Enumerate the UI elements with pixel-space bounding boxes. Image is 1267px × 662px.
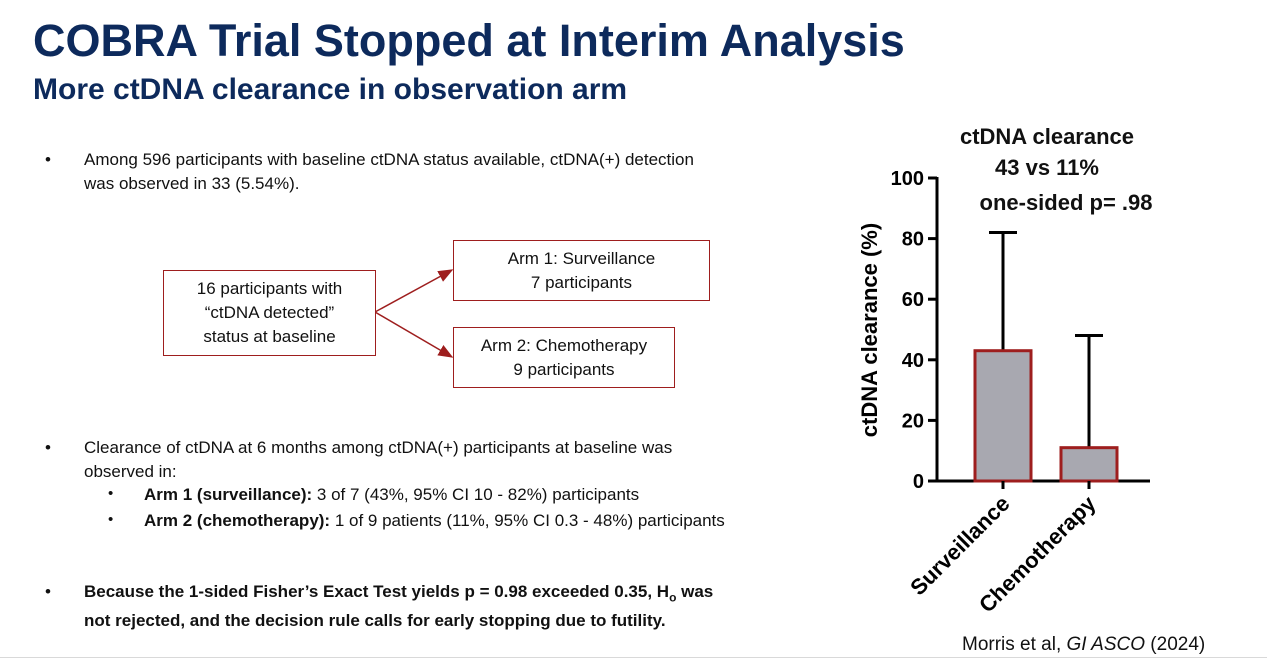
y-tick-label: 60 <box>902 289 924 311</box>
flow-arm2-line-2: 9 participants <box>513 359 615 379</box>
bullet-3-line-1: Because the 1-sided Fisher’s Exact Test … <box>84 580 844 609</box>
sub-bullet-1-detail: 3 of 7 (43%, 95% CI 10 - 82%) participan… <box>312 485 640 504</box>
slide-subtitle: More ctDNA clearance in observation arm <box>33 73 628 106</box>
bottom-divider <box>0 657 1267 658</box>
sub-bullet-marker: • <box>108 485 114 502</box>
sub-bullet-1-label: Arm 1 (surveillance): <box>144 485 313 504</box>
y-tick-label: 80 <box>902 229 924 251</box>
bullet-marker: • <box>45 582 51 601</box>
citation-journal: GI ASCO <box>1066 634 1146 655</box>
bar-surveillance <box>973 349 1033 483</box>
sub-bullet-1: Arm 1 (surveillance): 3 of 7 (43%, 95% C… <box>144 483 639 507</box>
bullet-3-line-1-main: Because the 1-sided Fisher’s Exact Test … <box>84 582 670 601</box>
y-tick-label: 100 <box>891 168 924 190</box>
sub-bullet-2: Arm 2 (chemotherapy): 1 of 9 patients (1… <box>144 509 725 533</box>
bullet-3-line-1-end: was <box>676 582 714 601</box>
flow-source-line-1: 16 participants with <box>196 279 343 298</box>
sub-bullet-2-detail: 1 of 9 patients (11%, 95% CI 0.3 - 48%) … <box>330 511 725 530</box>
y-axis-label: ctDNA clearance (%) <box>857 223 882 437</box>
flow-arm1-box: Arm 1: Surveillance 7 participants <box>453 240 710 301</box>
sub-bullet-marker: • <box>108 511 114 528</box>
sub-bullet-2-label: Arm 2 (chemotherapy): <box>144 511 331 530</box>
flow-arm1-line-2: 7 participants <box>530 272 633 292</box>
chart-title-line-2: 43 vs 11% <box>995 155 1099 180</box>
y-tick-label: 20 <box>902 410 924 432</box>
chart-title-line-3: one-sided p= .98 <box>979 190 1153 215</box>
bullet-1-text: Among 596 participants with baseline ctD… <box>84 148 824 196</box>
flow-arm2-line-1: Arm 2: Chemotherapy <box>480 335 648 355</box>
citation: Morris et al, GI ASCO (2024) <box>962 634 1205 656</box>
slide-title: COBRA Trial Stopped at Interim Analysis <box>33 15 905 66</box>
flow-arm1-line-1: Arm 1: Surveillance <box>507 248 656 268</box>
flow-arm2-box: Arm 2: Chemotherapy 9 participants <box>453 327 675 388</box>
bullet-3-text: Because the 1-sided Fisher’s Exact Test … <box>84 580 844 633</box>
bullet-1-line-2: was observed in 33 (5.54%). <box>84 174 300 193</box>
bullet-3-line-2: not rejected, and the decision rule call… <box>84 611 666 631</box>
flow-source-box: 16 participants with “ctDNA detected” st… <box>163 270 376 356</box>
bullet-2-line-1: Clearance of ctDNA at 6 months among ctD… <box>84 438 673 457</box>
flow-source-line-2: “ctDNA detected” <box>204 303 335 322</box>
bullet-marker: • <box>45 438 51 457</box>
bullet-1-line-1: Among 596 participants with baseline ctD… <box>84 150 694 169</box>
citation-year: (2024) <box>1145 634 1206 655</box>
bullet-3-subscript: o <box>669 590 677 605</box>
bullet-2-text: Clearance of ctDNA at 6 months among ctD… <box>84 436 824 484</box>
citation-authors: Morris et al, <box>962 634 1067 655</box>
y-tick-label: 40 <box>902 350 924 372</box>
bullet-2-line-2: observed in: <box>84 462 177 481</box>
flow-source-line-3: status at baseline <box>203 327 336 346</box>
chart-title-line-1: ctDNA clearance <box>959 124 1135 149</box>
bar-chemotherapy <box>1059 446 1119 483</box>
bullet-marker: • <box>45 150 51 169</box>
y-tick-label: 0 <box>913 471 924 493</box>
